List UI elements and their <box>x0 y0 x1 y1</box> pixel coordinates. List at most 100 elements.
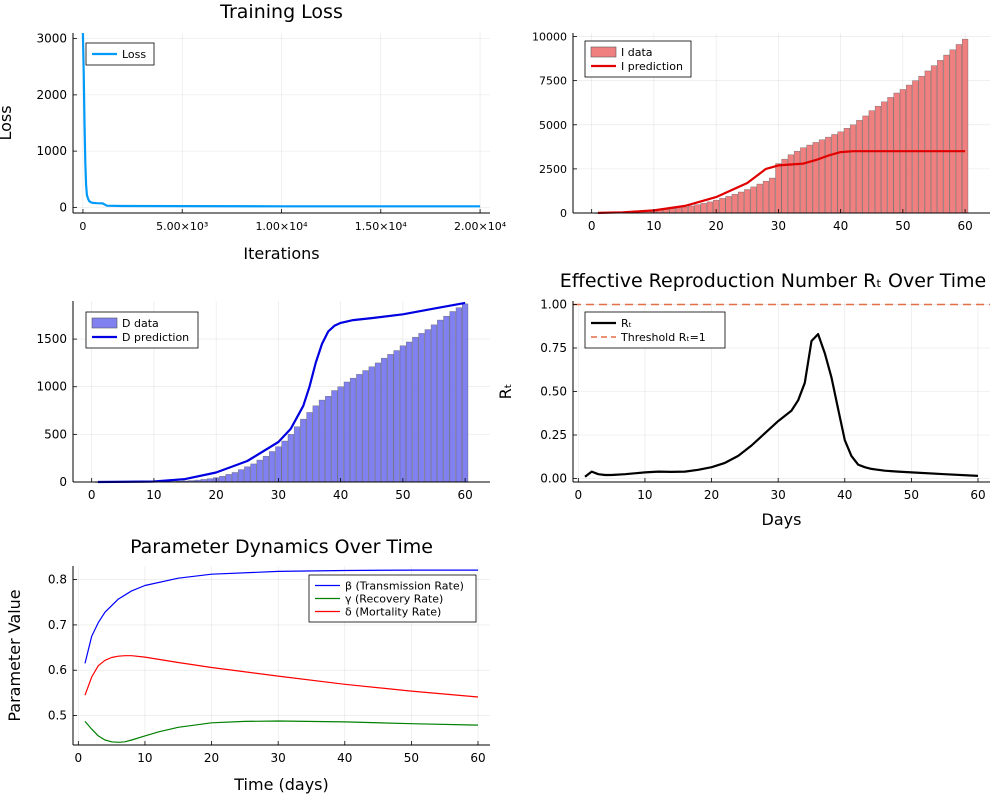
x-axis-label: Iterations <box>243 244 319 263</box>
bar <box>825 136 832 214</box>
bar <box>731 194 738 214</box>
bar <box>437 319 444 483</box>
series-line-0 <box>97 301 466 484</box>
bar <box>381 357 388 483</box>
bar <box>443 315 450 483</box>
bar <box>818 139 826 214</box>
bar <box>424 329 431 483</box>
bar <box>405 341 413 483</box>
chart-title: Parameter Dynamics Over Time <box>130 536 433 558</box>
panel-rt: 0 10 20 30 40 50 60 0.00 0.25 0.50 0.75 1.00 Effecti… <box>496 270 990 529</box>
bar <box>905 84 913 214</box>
bar <box>769 177 776 214</box>
bar <box>937 60 944 214</box>
bar <box>418 333 425 483</box>
chart-title: Effective Reproduction Number Rₜ Over Ti… <box>560 270 986 292</box>
bar <box>762 180 770 214</box>
bar <box>663 209 670 214</box>
bar <box>688 205 695 214</box>
x-tick-label: 40 <box>837 488 852 502</box>
x-tick-label: 40 <box>833 219 848 233</box>
x-axis-label: Time (days) <box>233 775 329 794</box>
bar <box>343 381 350 483</box>
bar <box>949 49 956 214</box>
bar <box>744 189 751 214</box>
bar <box>430 324 438 483</box>
bar <box>955 44 962 214</box>
y-axis-label: Parameter Value <box>5 589 24 721</box>
x-tick-label: 30 <box>771 219 786 233</box>
series-line-0 <box>584 333 979 478</box>
y-tick-label: 1.00 <box>540 297 567 311</box>
bar <box>356 374 363 483</box>
x-tick-label: 20 <box>709 219 724 233</box>
y-tick-label: 0.7 <box>48 618 67 632</box>
bar <box>881 101 888 214</box>
bar <box>856 120 863 214</box>
x-tick-label: 50 <box>404 751 419 765</box>
bar <box>256 459 263 483</box>
legend-entry-label: I prediction <box>621 60 683 73</box>
y-tick-label: 3000 <box>36 32 67 46</box>
x-tick-label: 30 <box>271 488 286 502</box>
bar <box>393 350 400 483</box>
y-tick-label: 0.00 <box>540 472 567 486</box>
x-tick-label: 1.50×10⁴ <box>355 220 408 233</box>
panel-loss: 0 5.00×10³ 1.00×10⁴ 1.50×10⁴ 2.00×10⁴ 0 1000 20… <box>0 1 507 263</box>
bar <box>455 307 462 483</box>
legend-entry-label: Loss <box>122 48 146 61</box>
bar <box>331 390 338 483</box>
bar <box>269 451 276 483</box>
bar <box>943 54 950 214</box>
x-tick-label: 30 <box>271 751 286 765</box>
bar <box>312 405 319 483</box>
x-tick-label: 40 <box>337 751 352 765</box>
x-tick-label: 30 <box>771 488 786 502</box>
x-tick-label: 60 <box>457 488 472 502</box>
bar <box>706 201 714 214</box>
legend-entry-label: Threshold Rₜ=1 <box>620 331 706 344</box>
series-line-2 <box>84 655 479 698</box>
bar <box>775 163 782 214</box>
bar <box>681 206 689 214</box>
bar <box>449 311 456 483</box>
x-tick-label: 0 <box>575 488 583 502</box>
bar <box>700 203 707 214</box>
bar <box>374 362 382 483</box>
bar <box>893 92 900 214</box>
y-tick-label: 0.8 <box>48 573 67 587</box>
bar <box>281 440 288 483</box>
bar <box>849 124 857 214</box>
x-tick-label: 10 <box>146 488 161 502</box>
x-tick-label: 60 <box>970 488 985 502</box>
bar <box>387 354 394 483</box>
legend-entry-label: D data <box>122 317 159 330</box>
bar <box>225 474 232 483</box>
x-tick-label: 0 <box>75 751 83 765</box>
bar <box>275 446 282 483</box>
y-axis-label: Rₜ <box>496 384 515 400</box>
x-tick-label: 0 <box>79 220 86 233</box>
y-tick-label: 0 <box>59 475 67 489</box>
bar <box>961 38 969 214</box>
y-tick-label: 10000 <box>532 31 567 44</box>
y-tick-label: 0.75 <box>540 341 567 355</box>
x-tick-label: 1.00×10⁴ <box>255 220 308 233</box>
bar <box>924 70 931 214</box>
x-tick-label: 50 <box>395 488 410 502</box>
chart-title: Training Loss <box>219 1 343 23</box>
legend-entry-label: γ (Recovery Rate) <box>345 593 443 606</box>
bar <box>368 366 375 483</box>
bar <box>750 186 757 214</box>
legend-box <box>584 311 726 349</box>
bar <box>244 466 251 483</box>
bar <box>675 207 682 214</box>
legend-swatch <box>91 317 118 329</box>
bar <box>325 396 332 483</box>
x-tick-label: 20 <box>704 488 719 502</box>
bar <box>868 110 875 214</box>
bar <box>800 147 807 214</box>
bar <box>793 150 801 214</box>
